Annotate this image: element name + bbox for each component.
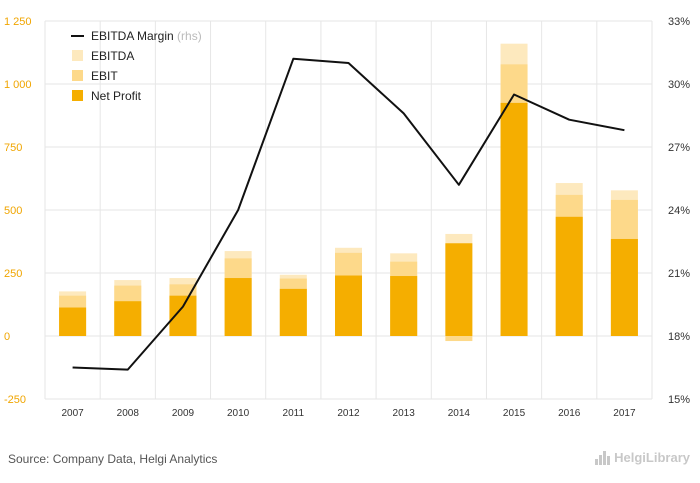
ebitda-margin-line (72, 57, 625, 371)
bar-net-profit (500, 102, 528, 337)
bar-net-profit (224, 278, 252, 336)
legend-label: EBITDA Margin (rhs) (91, 29, 202, 43)
left-axis-tick-label: 500 (4, 205, 22, 217)
bar-net-profit (445, 243, 473, 336)
left-axis-tick-label: 0 (4, 331, 10, 343)
right-axis-tick-label: 33% (668, 16, 690, 28)
legend-label: EBIT (91, 69, 118, 83)
x-axis-tick-label: 2012 (337, 408, 360, 419)
x-axis-tick-label: 2014 (448, 408, 471, 419)
bars (59, 43, 638, 342)
legend-label: Net Profit (91, 89, 142, 103)
x-axis-tick-label: 2017 (613, 408, 636, 419)
left-axis-tick-label: 250 (4, 268, 22, 280)
left-axis-tick-label: 1 000 (4, 79, 32, 91)
legend-label: EBITDA (91, 49, 134, 63)
legend-square-marker (72, 90, 83, 101)
right-axis-tick-label: 21% (668, 268, 690, 280)
left-axis-tick-label: 1 250 (4, 16, 32, 28)
bar-ebit (445, 336, 473, 342)
left-axis-tick-label: 750 (4, 142, 22, 154)
source-note: Source: Company Data, Helgi Analytics (8, 452, 218, 466)
grid-lines (44, 20, 653, 400)
brand-logo: HelgiLibrary (595, 450, 690, 465)
library-icon (595, 450, 611, 465)
x-axis-tick-label: 2010 (227, 408, 250, 419)
bar-net-profit (610, 238, 638, 336)
x-axis-tick-label: 2015 (503, 408, 526, 419)
legend-label-suffix: (rhs) (174, 29, 202, 43)
legend-square-marker (72, 50, 83, 61)
legend-square-marker (72, 70, 83, 81)
right-axis-tick-label: 15% (668, 394, 690, 406)
left-axis-tick-label: -250 (4, 394, 26, 406)
brand-name: HelgiLibrary (614, 450, 690, 465)
right-axis-tick-label: 18% (668, 331, 690, 343)
x-axis-tick-label: 2007 (61, 408, 84, 419)
bar-net-profit (390, 276, 418, 336)
bar-net-profit (335, 275, 362, 336)
right-axis-tick-label: 27% (668, 142, 690, 154)
ebitda-margin-line-layer (72, 57, 625, 371)
bar-net-profit (114, 301, 142, 336)
bar-net-profit (59, 307, 87, 336)
bar-net-profit (555, 216, 583, 336)
x-axis-tick-label: 2011 (283, 408, 305, 419)
bar-net-profit (279, 288, 307, 336)
x-axis-tick-label: 2016 (558, 408, 581, 419)
right-axis-tick-label: 30% (668, 79, 690, 91)
axes: -250 0 250 500 750 1 000 1 250 15% 18% 21% 24% 27% 3… (4, 16, 690, 419)
bar-net-profit (169, 295, 197, 336)
right-axis-tick-label: 24% (668, 205, 690, 217)
x-axis-tick-label: 2009 (172, 408, 195, 419)
x-axis-tick-label: 2013 (393, 408, 416, 419)
x-axis-tick-label: 2008 (117, 408, 140, 419)
legend: EBITDA Margin (rhs) EBITDA EBIT Net Profit (71, 29, 202, 103)
